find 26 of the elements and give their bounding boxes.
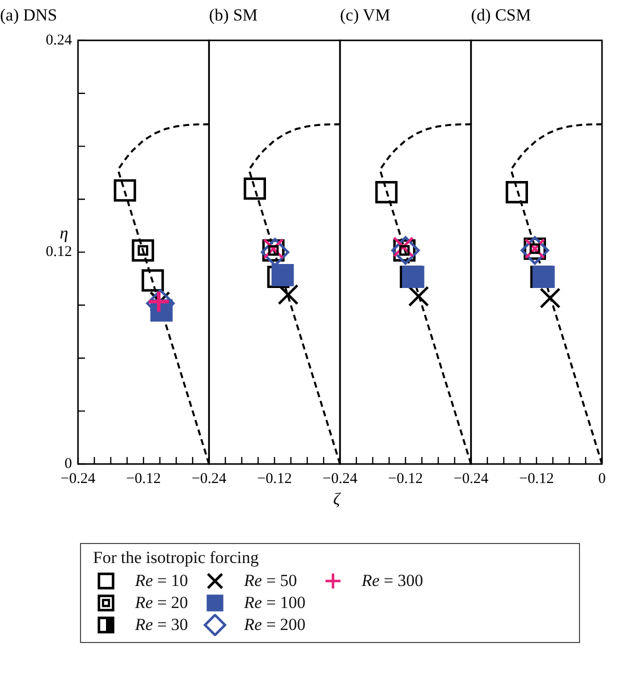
legend-label: Re = 300 [362,570,424,592]
x-tick-label: −0.24 [322,470,358,487]
x-tick-label: −0.24 [454,470,489,487]
x-tick-label: −0.12 [519,470,554,487]
chart-title: (b) SM [209,6,258,25]
x-tick-label: −0.12 [257,470,292,487]
legend-label: Re = 50 [244,570,298,592]
chart-title: (c) VM [340,6,390,25]
chart-title: (a) DNS [0,6,58,25]
legend-label: Re = 100 [244,592,306,614]
y-tick-label: 0 [64,456,72,472]
legend-label: Re = 30 [135,614,188,636]
y-tick-label: 0.24 [46,32,72,48]
x-tick-label: 0 [598,470,606,487]
legend-label: Re = 200 [244,614,306,636]
x-tick-label: −0.24 [192,470,227,487]
legend-label: Re = 10 [135,570,188,592]
x-tick-label: −0.12 [388,470,423,487]
x-tick-label: −0.24 [60,470,96,487]
x-tick-label: −0.12 [126,470,161,487]
y-tick-label: 0.12 [46,244,72,260]
chart-title: (d) CSM [471,6,531,25]
x-axis-title: ζ [333,489,342,508]
legend-title: For the isotropic forcing [93,548,260,568]
legend-label: Re = 20 [135,592,188,614]
y-axis-title: η [60,224,68,243]
